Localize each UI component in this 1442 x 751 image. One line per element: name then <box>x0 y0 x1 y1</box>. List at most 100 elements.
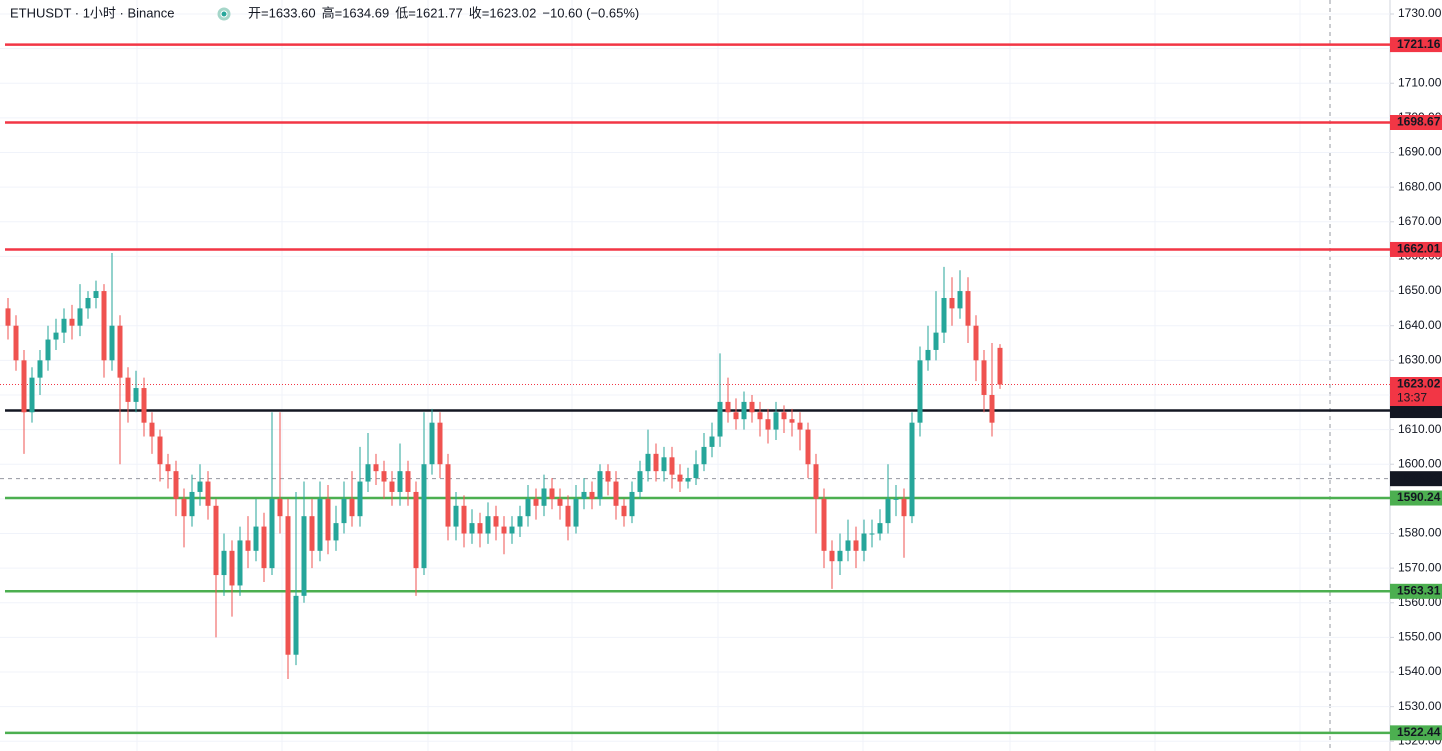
candle-body <box>973 325 979 361</box>
candle-body <box>805 429 811 465</box>
candle-body <box>349 498 355 517</box>
candle-body <box>149 422 155 437</box>
ohlc-key: 收= <box>469 5 490 20</box>
y-tick-label: 1730.00 <box>1398 6 1442 20</box>
price-label: 1698.67 <box>1397 115 1441 129</box>
candle-body <box>77 308 83 326</box>
candle-body <box>941 297 947 333</box>
candle-body <box>389 481 395 492</box>
price-label: 1590.24 <box>1397 490 1441 504</box>
candle-body <box>877 523 883 534</box>
candle-body <box>429 422 435 465</box>
candle-body <box>197 481 203 492</box>
candle-body <box>685 478 691 482</box>
candle-body <box>997 347 1003 385</box>
candle-body <box>557 498 563 506</box>
candle-body <box>669 457 675 475</box>
price-label-box <box>1390 725 1442 741</box>
y-tick-label: 1550.00 <box>1398 630 1442 644</box>
candle-body <box>381 471 387 482</box>
candle-body <box>277 498 283 517</box>
price-label-box <box>1390 403 1442 419</box>
candle-body <box>893 498 899 500</box>
candle-body <box>757 412 763 420</box>
candle-body <box>709 436 715 447</box>
candle-body <box>45 339 51 361</box>
price-label-box <box>1390 490 1442 506</box>
candle-body <box>661 457 667 472</box>
candle-body <box>365 464 371 482</box>
candle-body <box>237 540 243 586</box>
price-label-box <box>1390 114 1442 130</box>
last-price-label: 1623.02 <box>1397 377 1441 391</box>
candle-body <box>117 325 123 378</box>
candle-body <box>549 488 555 499</box>
candle-body <box>437 422 443 465</box>
candle-body <box>725 401 731 413</box>
candle-body <box>597 471 603 499</box>
candle-body <box>949 297 955 309</box>
candle-body <box>301 516 307 596</box>
ohlc-key: 开= <box>248 5 269 20</box>
candle-body <box>413 491 419 569</box>
candle-body <box>317 498 323 551</box>
candle-body <box>925 349 931 361</box>
candle-body <box>869 533 875 535</box>
candle-body <box>957 291 963 309</box>
price-label: 1662.01 <box>1397 242 1441 256</box>
ohlc-value: 1621.77 <box>416 5 463 20</box>
candle-body <box>517 516 523 527</box>
candle-body <box>653 453 659 472</box>
candle-body <box>749 401 755 413</box>
candle-body <box>245 540 251 551</box>
candle-body <box>837 550 843 562</box>
candle-body <box>453 505 459 527</box>
candle-body <box>909 422 915 517</box>
candle-body <box>461 505 467 534</box>
ohlc-value: 1623.02 <box>489 5 536 20</box>
candle-body <box>677 474 683 482</box>
candle-body <box>109 325 115 361</box>
candle-body <box>629 491 635 517</box>
candle-body <box>861 533 867 551</box>
candle-body <box>965 291 971 326</box>
y-tick-label: 1610.00 <box>1398 422 1442 436</box>
candle-body <box>293 595 299 655</box>
candle-body <box>213 505 219 576</box>
candle-body <box>29 377 35 413</box>
candle-body <box>509 526 515 534</box>
candle-body <box>285 516 291 655</box>
candle-body <box>493 516 499 527</box>
price-label-box <box>1390 583 1442 599</box>
candle-body <box>357 481 363 517</box>
candle-body <box>269 498 275 569</box>
candle-body <box>309 516 315 551</box>
candle-body <box>261 526 267 569</box>
candle-body <box>69 318 75 326</box>
price-label: 1721.16 <box>1397 37 1441 51</box>
candle-body <box>901 498 907 517</box>
candle-body <box>645 453 651 472</box>
candle-body <box>797 422 803 430</box>
candle-body <box>93 291 99 298</box>
candle-body <box>789 419 795 423</box>
price-label-box <box>1390 37 1442 53</box>
candle-body <box>581 491 587 499</box>
candle-body <box>181 498 187 517</box>
candle-body <box>637 471 643 492</box>
ohlc-key: 低= <box>395 5 416 20</box>
price-label: 1595.83 <box>1397 471 1441 485</box>
candle-body <box>477 523 483 534</box>
y-tick-label: 1680.00 <box>1398 179 1442 193</box>
candle-body <box>589 491 595 499</box>
candle-body <box>397 471 403 492</box>
price-label: 1522.44 <box>1397 725 1441 739</box>
y-tick-label: 1630.00 <box>1398 353 1442 367</box>
candle-body <box>37 360 43 378</box>
price-label: 1615.50 <box>1397 403 1441 417</box>
candle-body <box>525 498 531 517</box>
candle-body <box>373 464 379 472</box>
candle-body <box>141 388 147 423</box>
last-price-box <box>1390 377 1442 407</box>
candle-body <box>333 523 339 541</box>
